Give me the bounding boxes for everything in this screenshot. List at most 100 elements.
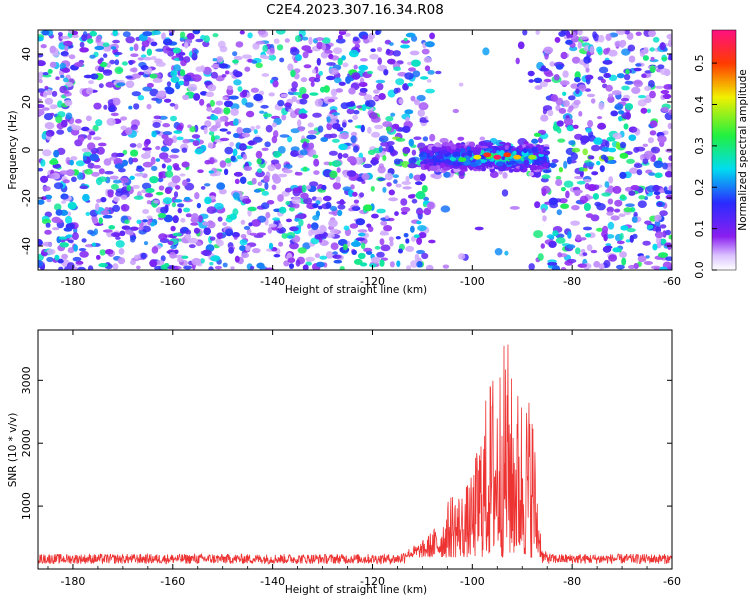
spectrogram-cell: [388, 197, 398, 202]
spectrogram-cell: [224, 100, 233, 108]
spectrogram-cell: [151, 130, 157, 138]
spectrogram-cell: [405, 32, 416, 38]
spectrogram-cell: [72, 232, 79, 241]
spectrogram-cell: [558, 167, 564, 173]
spectrogram-cell: [573, 99, 581, 106]
spectrogram-cell: [113, 196, 120, 203]
spectrogram-cell: [302, 264, 309, 270]
spectrogram-cell: [301, 36, 309, 41]
spectrogram-cell: [411, 59, 421, 67]
spectrogram-cell: [40, 175, 49, 183]
spectrogram-cell: [418, 232, 427, 239]
spectrogram-cell: [251, 219, 261, 227]
spectrogram-cell: [278, 206, 287, 214]
spectrogram-cell: [643, 47, 649, 54]
spectrogram-cell: [222, 262, 228, 268]
spectrogram-cell: [336, 167, 341, 174]
spectrogram-cell: [129, 46, 134, 51]
spectrogram-cell: [308, 49, 313, 54]
spectrogram-cell: [63, 77, 69, 83]
spectrogram-cell: [87, 142, 96, 151]
spectrogram-cell: [457, 136, 465, 141]
spectrogram-cell: [355, 237, 365, 241]
spectrogram-cell: [84, 168, 93, 175]
spectrogram-cell: [255, 40, 265, 45]
y-tick-label: -20: [20, 189, 33, 207]
signal-cell: [486, 148, 494, 152]
spectrogram-cell: [378, 145, 383, 153]
spectrogram-cell: [52, 163, 61, 169]
spectrogram-cell: [188, 244, 196, 249]
spectrogram-cell: [287, 136, 293, 143]
spectrogram-cell: [392, 174, 399, 179]
spectrogram-cell: [614, 105, 623, 110]
spectrogram-cell: [176, 124, 183, 132]
spectrogram-cell: [564, 260, 573, 266]
spectrogram-cell: [109, 59, 116, 65]
spectrogram-cell: [392, 123, 400, 130]
spectrogram-cell: [338, 143, 348, 151]
spectrogram-cell: [233, 171, 243, 177]
spectrogram-cell: [53, 104, 58, 109]
spectrogram-cell: [55, 115, 63, 124]
spectrogram-cell: [352, 114, 358, 121]
spectrogram-cell: [87, 265, 94, 270]
spectrogram-cell: [556, 209, 562, 216]
spectrogram-cell: [178, 55, 184, 61]
spectrogram-cell: [230, 108, 239, 116]
spectrogram-cell: [416, 249, 426, 255]
spectrogram-cell: [111, 232, 121, 238]
spectrogram-cell: [291, 196, 302, 205]
spectrogram-cell: [386, 182, 392, 187]
spectrogram-cell: [130, 226, 139, 231]
spectrogram-cell: [242, 127, 252, 134]
spectrogram-cell: [405, 116, 410, 122]
spectrogram-cell: [233, 55, 243, 61]
spectrogram-cell: [555, 237, 566, 244]
spectrogram-cell: [587, 93, 595, 98]
spectrogram-cell: [361, 104, 367, 111]
spectrogram-cell: [533, 132, 542, 137]
spectrogram-cell: [229, 141, 235, 147]
spectrogram-cell: [297, 154, 304, 158]
spectrogram-cell: [332, 182, 342, 190]
spectrogram-cell: [570, 220, 580, 226]
spectrogram-cell: [624, 30, 630, 35]
spectrogram-cell: [579, 195, 589, 204]
signal-cell: [504, 145, 509, 150]
spectrogram-cell: [576, 180, 586, 185]
spectrogram-cell: [580, 248, 586, 254]
spectrogram-cell: [261, 190, 269, 196]
spectrogram-cell: [241, 89, 248, 97]
colorbar-tick-label: 0.1: [693, 220, 706, 238]
spectrogram-cell: [668, 185, 672, 192]
spectrogram-cell: [110, 183, 119, 190]
spectrogram-cell: [406, 265, 412, 270]
spectrogram-cell: [612, 247, 621, 253]
spectrogram-cell: [616, 264, 625, 270]
spectrogram-cell: [118, 177, 129, 184]
spectrogram-cell: [393, 66, 401, 72]
x-tick-label: -160: [160, 275, 185, 288]
spectrogram-cell: [633, 163, 643, 169]
spectrogram-cell: [583, 56, 591, 64]
spectrogram-cell: [96, 198, 102, 203]
spectrogram-cell: [577, 41, 582, 49]
spectrogram-cell: [289, 242, 299, 250]
spectrogram-cell: [415, 181, 423, 186]
spectrogram-cell: [180, 217, 186, 223]
spectrogram-cell: [60, 119, 68, 128]
spectrogram-cell: [150, 222, 155, 227]
spectrogram-cell: [85, 211, 91, 216]
spectrogram-cell: [306, 134, 317, 140]
spectrogram-cell: [137, 57, 144, 61]
spectrogram-cell: [410, 260, 419, 268]
spectrogram-cell: [644, 150, 654, 158]
spectrogram-cell: [596, 203, 606, 211]
spectrogram-cell: [573, 189, 583, 194]
spectrogram-cell: [543, 46, 553, 54]
spectrogram-cell: [628, 190, 636, 196]
spectrogram-cell: [527, 70, 535, 77]
spectrogram-cell: [278, 241, 284, 247]
spectrogram-cell: [75, 118, 82, 124]
